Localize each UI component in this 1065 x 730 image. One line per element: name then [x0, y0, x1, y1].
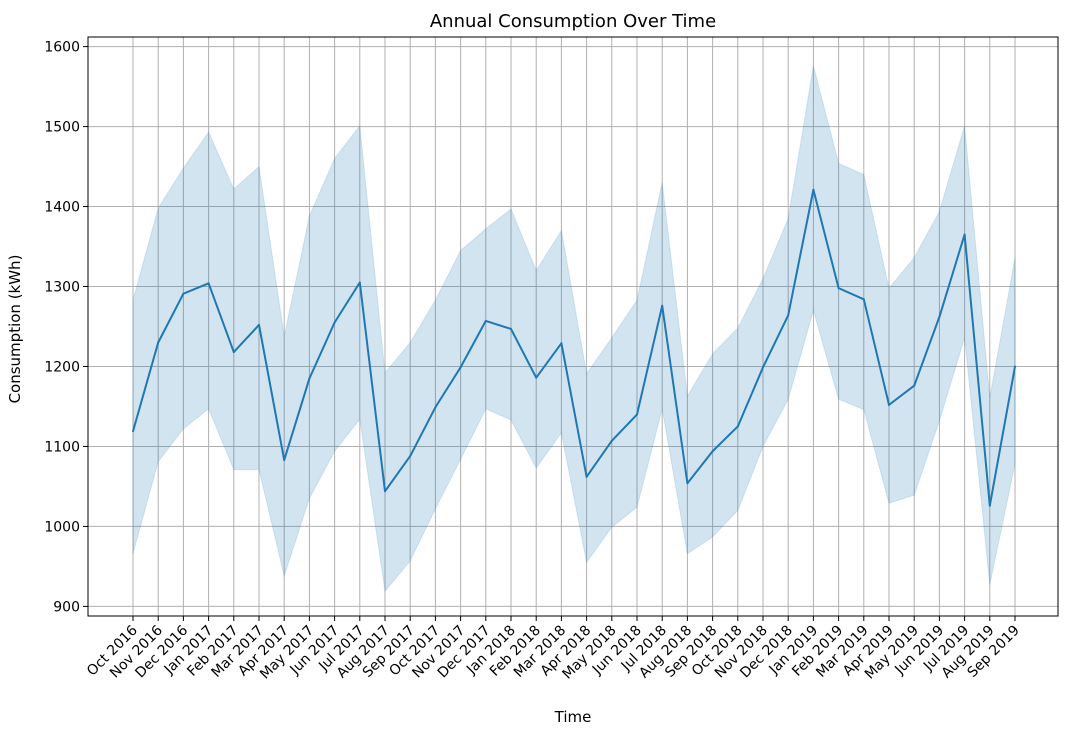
- data-point: [434, 406, 437, 409]
- chart-title: Annual Consumption Over Time: [430, 11, 716, 32]
- data-point: [938, 315, 941, 318]
- data-point: [963, 233, 966, 236]
- data-point: [258, 323, 260, 326]
- data-point: [510, 327, 512, 330]
- series-line: [132, 188, 1016, 507]
- data-point: [132, 430, 134, 433]
- data-point: [384, 490, 386, 493]
- data-point: [913, 384, 916, 387]
- data-point: [1014, 365, 1016, 368]
- data-point: [182, 292, 185, 295]
- y-tick-label: 1500: [44, 120, 80, 136]
- data-point: [888, 403, 890, 406]
- y-tick-label: 1600: [44, 40, 80, 56]
- data-point: [812, 188, 815, 191]
- y-tick-label: 900: [53, 599, 80, 615]
- data-point: [787, 314, 790, 317]
- data-point: [333, 321, 336, 324]
- data-point: [308, 377, 311, 380]
- y-tick-label: 1000: [44, 519, 80, 535]
- data-point: [636, 413, 638, 416]
- y-tick-label: 1100: [44, 439, 80, 455]
- data-point: [157, 341, 160, 344]
- data-point: [661, 304, 664, 307]
- data-point: [232, 351, 235, 354]
- data-point: [409, 455, 412, 458]
- data-point: [762, 366, 764, 369]
- data-point: [459, 366, 462, 369]
- data-point: [610, 439, 613, 442]
- data-point: [358, 281, 361, 284]
- data-point: [711, 450, 714, 453]
- data-point: [686, 482, 689, 485]
- y-axis: 900 1000 1100 1200 1300 1400 1500 1600: [44, 40, 88, 615]
- y-tick-label: 1400: [44, 200, 80, 216]
- x-axis-label: Time: [554, 708, 592, 726]
- data-point: [585, 475, 588, 478]
- data-point: [535, 376, 538, 379]
- plot-frame: [87, 36, 1059, 617]
- data-point: [988, 504, 991, 507]
- data-point: [207, 282, 210, 285]
- data-point: [283, 459, 286, 462]
- confidence-band: [132, 65, 1016, 593]
- data-point: [862, 298, 865, 301]
- data-point: [484, 319, 487, 322]
- data-point: [560, 342, 563, 345]
- y-tick-label: 1300: [44, 280, 80, 296]
- data-point: [736, 425, 739, 428]
- y-tick-label: 1200: [44, 359, 80, 375]
- data-point: [837, 287, 840, 290]
- y-axis-label: Consumption (kWh): [6, 255, 24, 404]
- data-points: [132, 188, 1016, 507]
